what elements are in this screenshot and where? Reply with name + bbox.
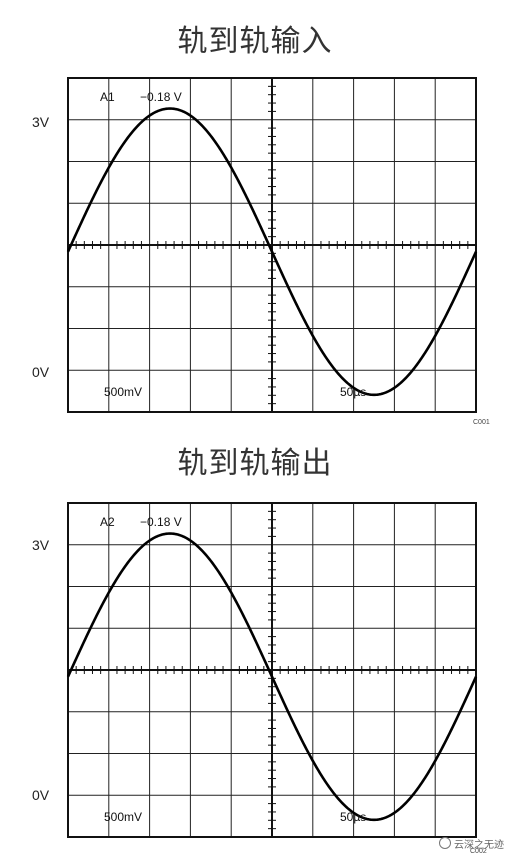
watermark: 云深之无迹: [439, 836, 504, 851]
wechat-icon: [439, 837, 451, 849]
y-tick-label-3v: 3V: [32, 114, 50, 130]
y-tick-label-0v: 0V: [32, 364, 50, 380]
channel-label: A2: [100, 515, 115, 529]
scope-panel-2: 轨到轨输出 A2 −0.18 V 500mV 50µs 3V 0V C002: [0, 430, 510, 861]
watermark-text: 云深之无迹: [454, 840, 504, 851]
time-per-div-label: 50µs: [340, 385, 366, 399]
time-per-div-label: 50µs: [340, 810, 366, 824]
figure-code: C002: [470, 848, 487, 855]
oscilloscope-plot-1: A1 −0.18 V 500mV 50µs: [66, 77, 478, 413]
volts-per-div-label: 500mV: [104, 810, 142, 824]
volts-per-div-label: 500mV: [104, 385, 142, 399]
channel-label: A1: [100, 90, 115, 104]
plot-frame: [67, 77, 477, 413]
scope-panel-1: 轨到轨输入 A1 −0.18 V 500mV 50µs 3V 0V C001: [0, 0, 510, 430]
offset-label: −0.18 V: [140, 515, 182, 529]
y-tick-label-0v: 0V: [32, 787, 50, 803]
center-axes: [68, 78, 476, 412]
panel-title: 轨到轨输出: [177, 446, 333, 481]
center-axes: [68, 503, 476, 837]
y-tick-label-3v: 3V: [32, 537, 50, 553]
waveform-trace: [66, 107, 478, 397]
offset-label: −0.18 V: [140, 90, 182, 104]
figure-code: C001: [473, 419, 490, 426]
plot-frame: [67, 502, 477, 838]
panel-title: 轨到轨输入: [177, 24, 333, 59]
oscilloscope-plot-2: A2 −0.18 V 500mV 50µs: [66, 502, 478, 838]
waveform-trace: [66, 532, 478, 822]
